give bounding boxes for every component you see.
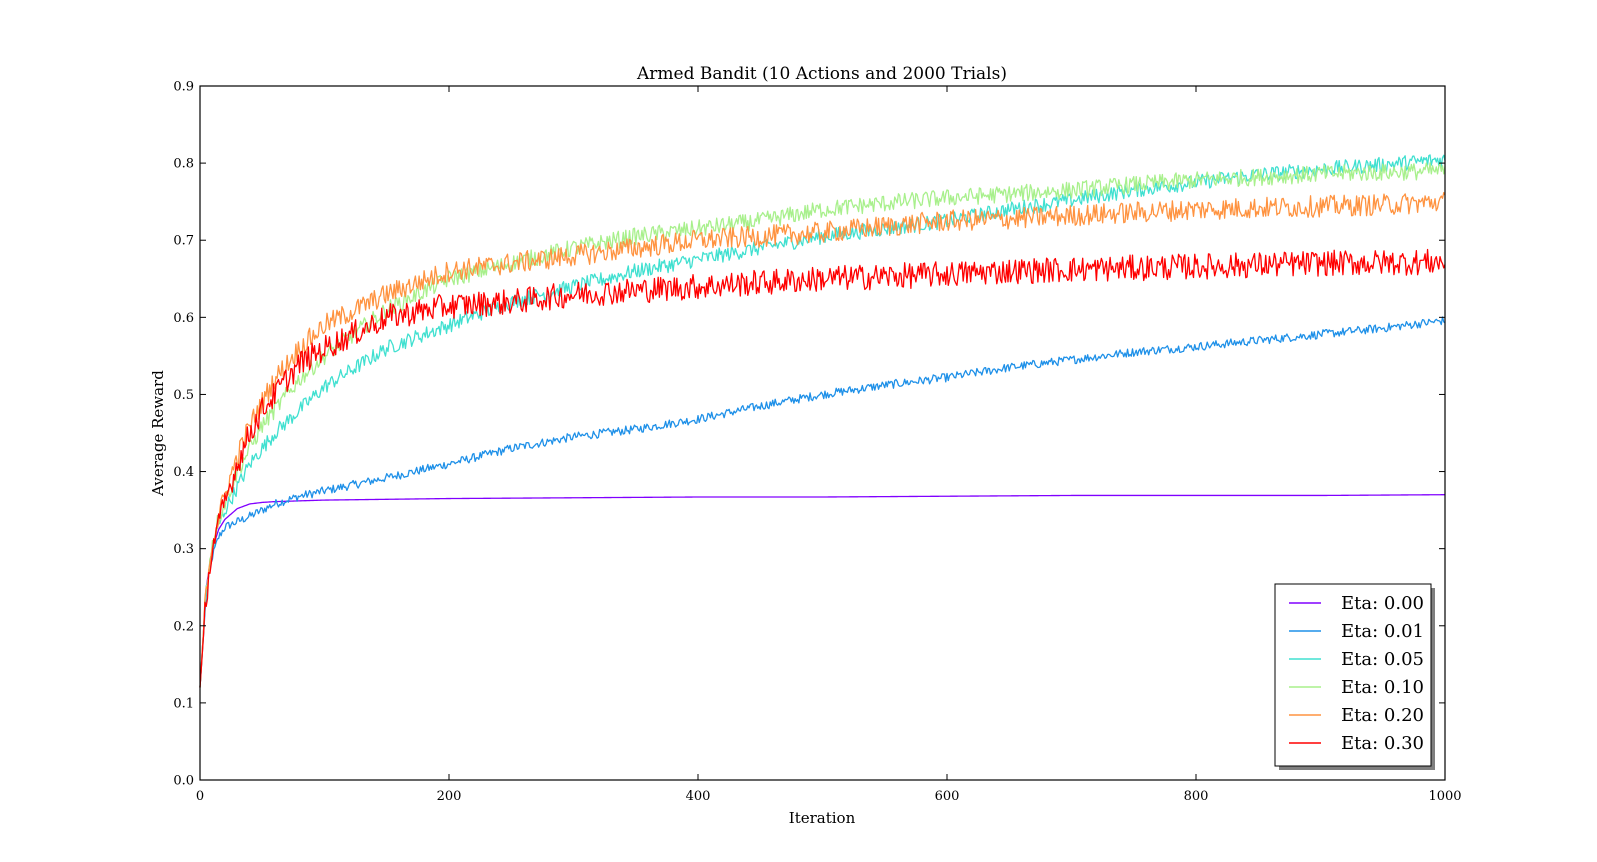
y-tick-label: 0.2 bbox=[173, 619, 194, 634]
y-tick-label: 0.9 bbox=[173, 80, 194, 95]
x-tick-label: 800 bbox=[1184, 789, 1209, 804]
y-tick-label: 0.5 bbox=[173, 388, 194, 403]
series-line-eta-0-20 bbox=[199, 192, 1446, 688]
y-tick-label: 0.0 bbox=[173, 774, 194, 789]
y-tick-label: 0.7 bbox=[173, 234, 194, 249]
legend: Eta: 0.00 Eta: 0.01 Eta: 0.05 Eta: 0.10 Eta:… bbox=[1274, 583, 1435, 770]
x-tick-label: 400 bbox=[686, 789, 711, 804]
legend-label: Eta: 0.10 bbox=[1341, 677, 1424, 698]
plot-frame bbox=[199, 85, 1446, 781]
y-tick-label: 0.1 bbox=[173, 696, 194, 711]
series-line-eta-0-10 bbox=[199, 162, 1446, 688]
chart-title: Armed Bandit (10 Actions and 2000 Trials… bbox=[636, 64, 1007, 84]
series-line-eta-0-30 bbox=[199, 248, 1446, 688]
x-tick-label: 1000 bbox=[1428, 789, 1461, 804]
y-tick-label: 0.8 bbox=[173, 157, 194, 172]
legend-label: Eta: 0.05 bbox=[1341, 649, 1424, 670]
series-layer bbox=[199, 154, 1446, 688]
series-line-eta-0-00 bbox=[199, 494, 1446, 688]
y-axis-label: Average Reward bbox=[149, 370, 167, 497]
x-tick-label: 600 bbox=[935, 789, 960, 804]
series-line-eta-0-01 bbox=[199, 316, 1446, 688]
legend-box bbox=[1274, 583, 1432, 767]
legend-label: Eta: 0.00 bbox=[1341, 593, 1424, 614]
y-tick-label: 0.6 bbox=[173, 311, 194, 326]
x-axis-label: Iteration bbox=[789, 809, 856, 827]
ticks-layer: 0 200 400 600 800 1000 0.0 0.1 0.2 0.3 0.4 0.5 0.6 0.… bbox=[173, 80, 1461, 805]
legend-label: Eta: 0.30 bbox=[1341, 733, 1424, 754]
y-tick-label: 0.4 bbox=[173, 465, 194, 480]
legend-label: Eta: 0.20 bbox=[1341, 705, 1424, 726]
x-tick-label: 200 bbox=[437, 789, 462, 804]
x-tick-label: 0 bbox=[196, 789, 204, 804]
legend-label: Eta: 0.01 bbox=[1341, 621, 1424, 642]
y-tick-label: 0.3 bbox=[173, 542, 194, 557]
